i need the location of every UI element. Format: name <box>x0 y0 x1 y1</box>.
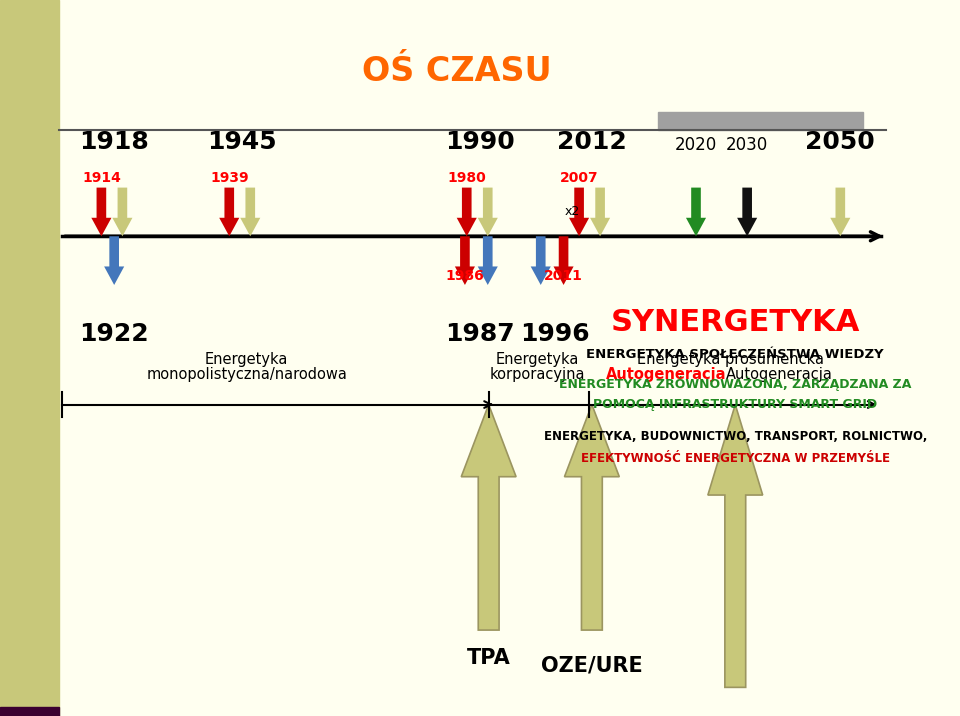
Polygon shape <box>531 236 551 285</box>
Polygon shape <box>737 188 757 236</box>
Text: korporacyjna: korporacyjna <box>490 367 585 382</box>
Bar <box>658 112 863 130</box>
Text: 1918: 1918 <box>80 130 149 154</box>
Polygon shape <box>112 188 132 236</box>
Text: 2050: 2050 <box>805 130 876 154</box>
Polygon shape <box>554 236 574 285</box>
Text: OŚ CZASU: OŚ CZASU <box>362 55 552 88</box>
Text: OZE/URE: OZE/URE <box>541 655 643 675</box>
Text: 2012: 2012 <box>557 130 627 154</box>
Text: TPA: TPA <box>467 648 511 668</box>
Polygon shape <box>564 405 619 630</box>
Polygon shape <box>478 188 498 236</box>
Text: POMOCĄ INFRASTRUKTURY SMART GRID: POMOCĄ INFRASTRUKTURY SMART GRID <box>593 398 877 411</box>
Polygon shape <box>590 188 611 236</box>
Text: ENERGETYKA ZRÓWNOWAŻONA, ZARZĄDZANA ZA: ENERGETYKA ZRÓWNOWAŻONA, ZARZĄDZANA ZA <box>559 376 911 390</box>
Text: ENERGETYKA SPOŁECZEŃSTWA WIEDZY: ENERGETYKA SPOŁECZEŃSTWA WIEDZY <box>587 348 884 361</box>
Text: 1980: 1980 <box>447 170 486 185</box>
Polygon shape <box>219 188 239 236</box>
Text: 1996: 1996 <box>520 322 590 347</box>
Text: ENERGETYKA, BUDOWNICTWO, TRANSPORT, ROLNICTWO,: ENERGETYKA, BUDOWNICTWO, TRANSPORT, ROLN… <box>543 430 927 443</box>
Text: monopolistyczna/narodowa: monopolistyczna/narodowa <box>146 367 348 382</box>
Polygon shape <box>686 188 706 236</box>
Text: 1914: 1914 <box>82 170 121 185</box>
Text: 1987: 1987 <box>444 322 515 347</box>
Text: Energetyka: Energetyka <box>204 352 288 367</box>
Polygon shape <box>830 188 851 236</box>
Text: 1945: 1945 <box>207 130 276 154</box>
Polygon shape <box>457 188 477 236</box>
Bar <box>0 707 60 716</box>
Text: 1922: 1922 <box>80 322 149 347</box>
Text: x2: x2 <box>564 205 580 218</box>
Polygon shape <box>104 236 124 285</box>
Text: EFEKTYWNOŚĆ ENERGETYCZNA W PRZEMYŚLE: EFEKTYWNOŚĆ ENERGETYCZNA W PRZEMYŚLE <box>581 452 890 465</box>
Text: Autogeneracja: Autogeneracja <box>726 367 833 382</box>
Polygon shape <box>708 405 762 687</box>
Text: 1986: 1986 <box>445 268 484 283</box>
Text: Autogeneracja: Autogeneracja <box>606 367 726 382</box>
Polygon shape <box>461 405 516 630</box>
Polygon shape <box>240 188 260 236</box>
Text: Energetyka prosumencka: Energetyka prosumencka <box>637 352 825 367</box>
Text: 2007: 2007 <box>560 170 598 185</box>
Text: 2020: 2020 <box>675 136 717 154</box>
Polygon shape <box>91 188 111 236</box>
Text: SYNERGETYKA: SYNERGETYKA <box>611 308 860 337</box>
Polygon shape <box>455 236 475 285</box>
Text: Energetyka: Energetyka <box>495 352 579 367</box>
Bar <box>0 0 60 716</box>
Text: 1990: 1990 <box>444 130 515 154</box>
Polygon shape <box>478 236 498 285</box>
Text: 2030: 2030 <box>726 136 768 154</box>
Text: 1939: 1939 <box>210 170 249 185</box>
Text: 2011: 2011 <box>544 268 583 283</box>
Polygon shape <box>569 188 589 236</box>
